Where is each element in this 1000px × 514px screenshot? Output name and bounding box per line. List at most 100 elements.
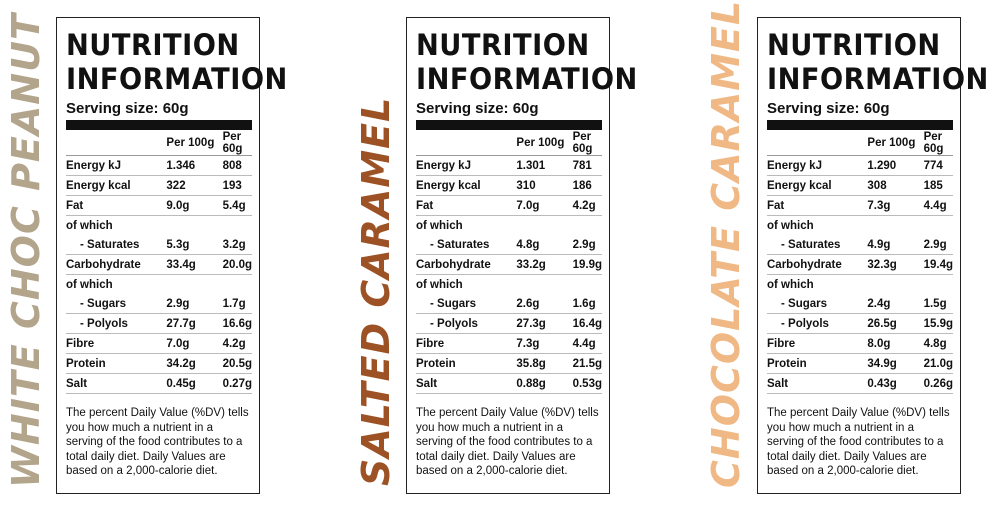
nutrient-label: Carbohydrate [416,254,517,275]
value-per-60g: 2.9g [923,235,953,255]
value-per-100g: 2.4g [867,294,924,314]
value-per-100g: 0.88g [516,373,573,394]
flavor-label-white-choc-peanut: WHITE CHOC PEANUT [4,13,48,488]
nutrient-label: Fat [767,195,868,216]
daily-value-note: The percent Daily Value (%DV) tells you … [66,407,249,477]
nutrient-label: Salt [767,373,868,394]
value-per-100g: 2.6g [516,294,573,314]
value-per-60g [573,275,602,295]
nutrient-label: - Sugars [767,294,868,314]
table-row: of which [767,275,953,295]
nutrient-label: Carbohydrate [66,254,167,275]
nutrition-table: Per 100g Per 60g Energy kJ 1.301 781 Energy k… [416,130,602,394]
value-per-100g: 1.346 [166,155,223,176]
value-per-100g: 27.7g [166,313,223,334]
nutrient-label: Energy kJ [416,155,517,176]
table-row: - Polyols 27.7g 16.6g [66,313,252,334]
value-per-60g: 4.8g [923,333,953,354]
table-row: Protein 34.9g 21.0g [767,353,953,374]
value-per-100g: 7.3g [516,333,573,354]
nutrition-panel: NUTRITION INFORMATION Serving size: 60g Per… [757,17,988,494]
value-per-60g: 1.7g [222,294,252,314]
flavor-label-salted-caramel: SALTED CARAMEL [354,96,398,486]
table-row: Energy kJ 1.301 781 [416,155,602,176]
nutrition-table: Per 100g Per 60g Energy kJ 1.290 774 Energy k… [767,130,953,394]
nutrient-label: - Sugars [416,294,517,314]
value-per-100g: 32.3g [867,254,924,275]
nutrient-label: Fibre [416,333,517,354]
table-row: - Sugars 2.9g 1.7g [66,294,252,314]
header-divider-bar [767,120,953,130]
nutrient-label: Energy kcal [416,175,517,196]
nutrient-label: - Polyols [416,313,517,334]
panel-title-line2: INFORMATION [416,62,638,96]
table-row: Carbohydrate 32.3g 19.4g [767,254,953,275]
value-per-100g: 26.5g [867,313,924,334]
column-header-nutrient [416,130,517,156]
value-per-60g: 0.26g [923,373,953,394]
value-per-60g: 19.9g [572,254,602,275]
table-row: - Saturates 5.3g 3.2g [66,235,252,255]
value-per-100g [516,216,572,236]
value-per-100g: 4.9g [867,235,924,255]
table-row: Fibre 8.0g 4.8g [767,333,953,354]
value-per-60g: 3.2g [222,235,252,255]
value-per-60g: 5.4g [222,195,252,216]
value-per-60g [924,275,953,295]
header-divider-bar [416,120,602,130]
table-row: - Sugars 2.6g 1.6g [416,294,602,314]
table-row: Energy kcal 322 193 [66,175,252,196]
nutrition-panel: NUTRITION INFORMATION Serving size: 60g Per… [406,17,638,494]
daily-value-note: The percent Daily Value (%DV) tells you … [416,407,599,477]
nutrient-label: Protein [66,353,167,374]
nutrient-label: - Saturates [767,235,868,255]
nutrient-label: Protein [767,353,868,374]
serving-size: Serving size: 60g [767,100,890,117]
nutrient-label: Salt [416,373,517,394]
value-per-100g: 33.4g [166,254,223,275]
value-per-100g: 2.9g [166,294,223,314]
nutrient-label: of which [767,278,814,291]
value-per-60g: 774 [923,155,953,176]
value-per-100g: 7.0g [166,333,223,354]
value-per-100g: 7.3g [867,195,924,216]
column-header-nutrient [767,130,868,156]
value-per-100g: 5.3g [166,235,223,255]
table-row: - Polyols 27.3g 16.4g [416,313,602,334]
value-per-100g [166,216,222,236]
column-header-per-60g: Per 60g [572,130,602,156]
table-row: Fibre 7.3g 4.4g [416,333,602,354]
nutrient-label: - Saturates [66,235,167,255]
table-row: Energy kJ 1.290 774 [767,155,953,176]
value-per-100g [166,275,222,295]
table-row: - Sugars 2.4g 1.5g [767,294,953,314]
nutrient-label: of which [66,219,113,232]
table-row: Carbohydrate 33.4g 20.0g [66,254,252,275]
nutrient-label: Energy kJ [66,155,167,176]
value-per-60g: 1.5g [923,294,953,314]
table-row: - Polyols 26.5g 15.9g [767,313,953,334]
panel-title-line2: INFORMATION [66,62,288,96]
nutrient-label: - Polyols [767,313,868,334]
value-per-100g: 34.9g [867,353,924,374]
table-row: Fat 7.3g 4.4g [767,195,953,216]
serving-size: Serving size: 60g [416,100,539,117]
value-per-60g: 4.4g [923,195,953,216]
value-per-100g: 33.2g [516,254,573,275]
value-per-60g [924,216,953,236]
table-row: Salt 0.88g 0.53g [416,373,602,394]
table-row: of which [416,216,602,236]
value-per-100g [867,216,923,236]
panel-title-line1: NUTRITION [767,28,941,62]
value-per-60g: 808 [222,155,252,176]
table-row: Fat 9.0g 5.4g [66,195,252,216]
value-per-100g [516,275,572,295]
table-row: Salt 0.43g 0.26g [767,373,953,394]
nutrient-label: Energy kcal [767,175,868,196]
nutrient-label: Fat [66,195,167,216]
nutrient-label: Energy kJ [767,155,868,176]
serving-size: Serving size: 60g [66,100,189,117]
flavor-label-chocolate-caramel: CHOCOLATE CARAMEL [704,0,748,488]
panel-title-line1: NUTRITION [66,28,240,62]
value-per-100g: 1.290 [867,155,924,176]
